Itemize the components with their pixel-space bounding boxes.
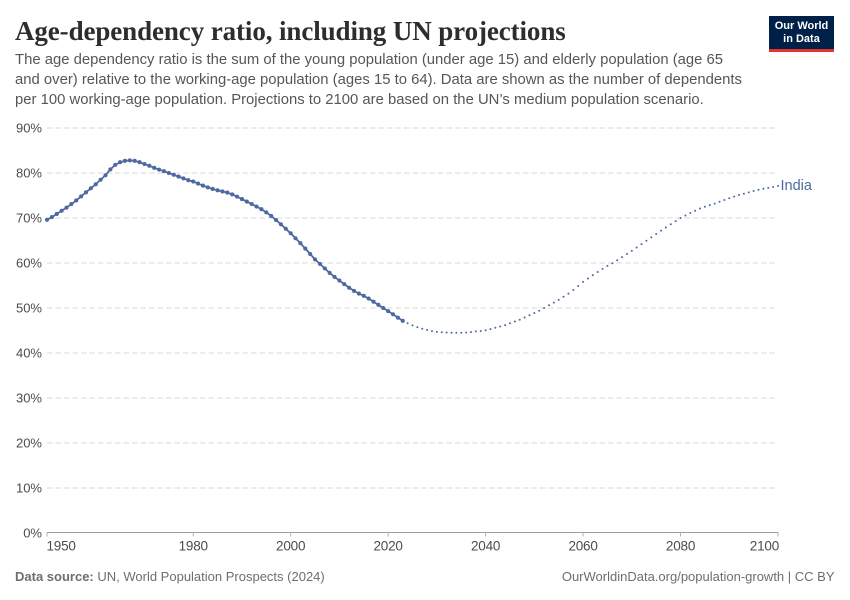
- svg-text:40%: 40%: [16, 346, 42, 361]
- svg-text:60%: 60%: [16, 256, 42, 271]
- svg-text:50%: 50%: [16, 301, 42, 316]
- svg-text:India: India: [781, 178, 813, 194]
- svg-text:2100: 2100: [750, 539, 779, 554]
- svg-text:1980: 1980: [179, 539, 208, 554]
- svg-text:1950: 1950: [47, 539, 76, 554]
- svg-text:20%: 20%: [16, 436, 42, 451]
- svg-text:2000: 2000: [276, 539, 305, 554]
- svg-text:70%: 70%: [16, 211, 42, 226]
- svg-text:2020: 2020: [374, 539, 403, 554]
- svg-text:2040: 2040: [471, 539, 500, 554]
- svg-text:2060: 2060: [568, 539, 597, 554]
- svg-text:0%: 0%: [23, 526, 42, 541]
- svg-text:30%: 30%: [16, 391, 42, 406]
- svg-text:80%: 80%: [16, 166, 42, 181]
- svg-text:10%: 10%: [16, 481, 42, 496]
- svg-text:2080: 2080: [666, 539, 695, 554]
- svg-text:90%: 90%: [16, 121, 42, 136]
